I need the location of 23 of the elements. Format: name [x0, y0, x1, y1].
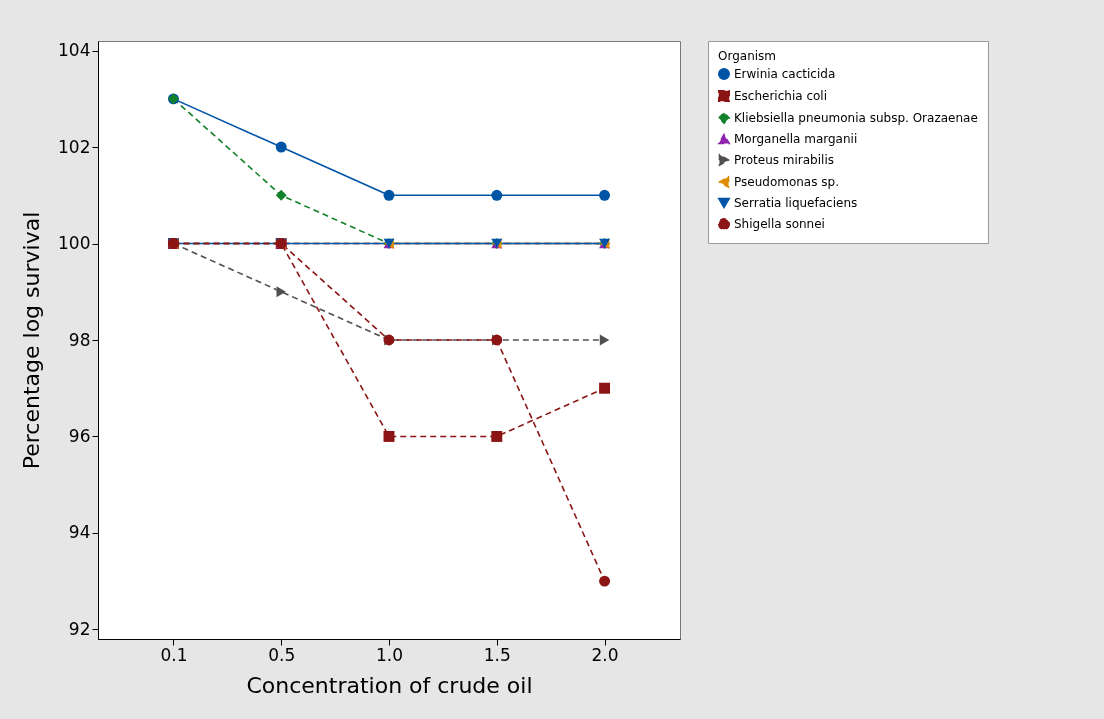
y-tick-label: 98 — [68, 329, 91, 350]
x-tick-label: 1.5 — [483, 644, 511, 665]
x-tick-label: 0.5 — [268, 644, 296, 665]
legend-label: Serratia liquefaciens — [734, 196, 858, 210]
legend-title: Organism — [718, 49, 777, 63]
y-tick-label: 94 — [68, 522, 91, 543]
x-axis-title: Concentration of crude oil — [246, 672, 533, 698]
y-tick-label: 102 — [58, 136, 91, 157]
x-tick-label: 2.0 — [591, 644, 619, 665]
y-tick-label: 104 — [58, 40, 91, 61]
legend-label: Escherichia coli — [734, 89, 827, 103]
legend-label: Pseudomonas sp. — [734, 175, 839, 189]
legend-label: Proteus mirabilis — [734, 153, 834, 167]
legend-label: Kliebsiella pneumonia subsp. Orazaenae — [734, 111, 978, 125]
y-tick-label: 96 — [68, 425, 91, 446]
legend-label: Morganella marganii — [734, 132, 858, 146]
y-axis-title: Percentage log survival — [19, 211, 45, 470]
y-tick-label: 100 — [58, 233, 91, 254]
y-tick-label: 92 — [68, 618, 91, 639]
legend-label: Shigella sonnei — [734, 217, 825, 231]
legend-label: Erwinia cacticida — [734, 67, 836, 81]
x-tick-label: 0.1 — [160, 644, 188, 665]
x-tick-label: 1.0 — [375, 644, 404, 665]
